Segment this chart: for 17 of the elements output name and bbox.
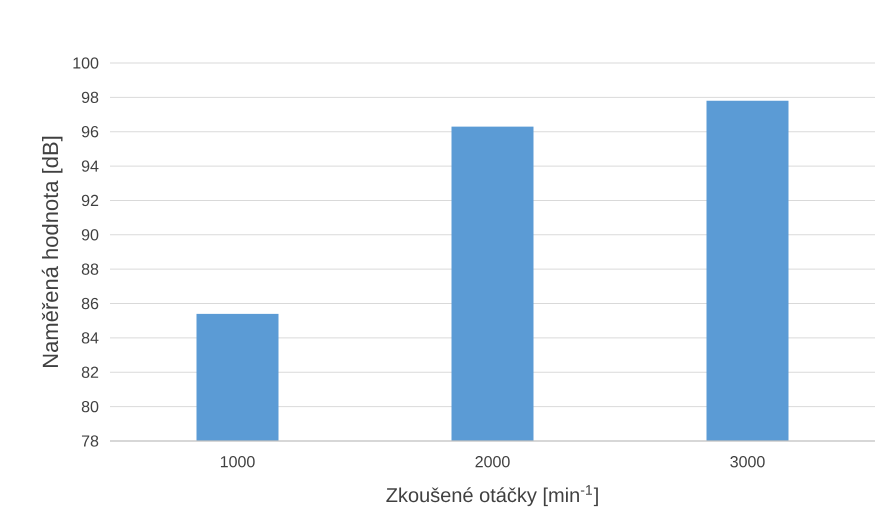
y-tick-label: 92	[82, 194, 98, 206]
y-tick-label: 84	[82, 332, 98, 344]
y-tick-label: 90	[82, 229, 98, 240]
y-tick-label: 98	[82, 92, 98, 104]
y-tick-label: 80	[82, 400, 98, 412]
y-tick-label: 96	[82, 126, 98, 138]
y-tick-label: 88	[82, 264, 98, 275]
y-tick-label: 86	[82, 298, 98, 310]
y-tick-label: 82	[82, 366, 98, 378]
y-axis-title: Naměřená hodnota [dB]	[42, 136, 62, 367]
x-tick-label: 3000	[730, 456, 765, 468]
x-tick-label: 1000	[220, 456, 255, 468]
x-tick-label: 2000	[476, 456, 510, 468]
y-tick-label: 100	[73, 57, 98, 69]
y-tick-label: 94	[82, 160, 98, 172]
y-tick-label: 78	[82, 435, 98, 447]
x-axis-title: Zkoušené otáčky [min$^{-1}$]	[386, 485, 598, 506]
